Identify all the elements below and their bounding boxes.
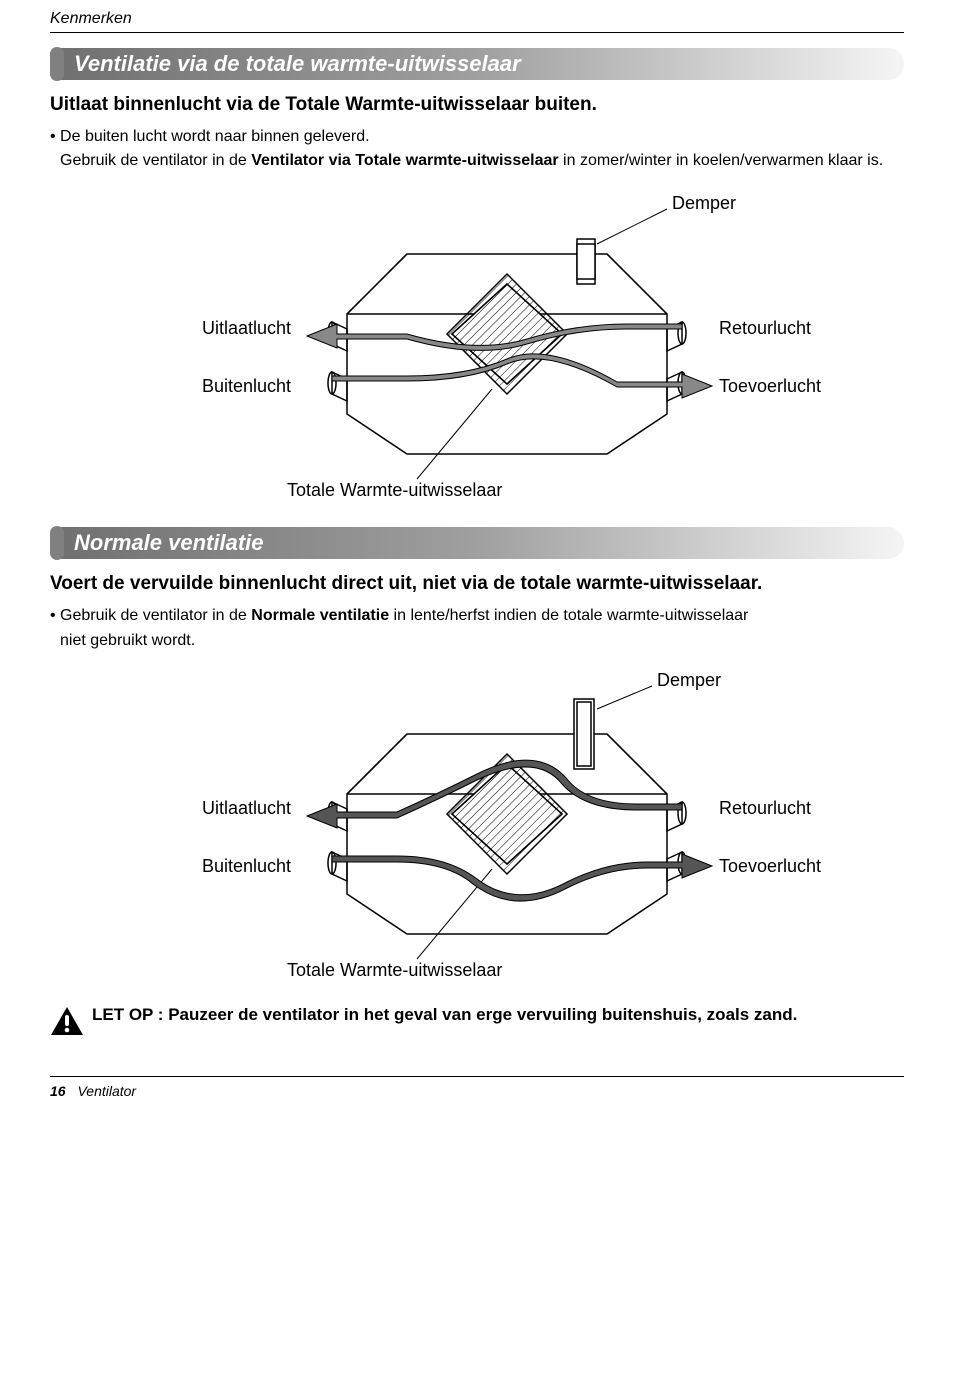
d2-outdoor-label: Buitenlucht xyxy=(202,856,291,876)
diagram2-wrap: Demper Totale Warmte-uitwisselaar Uitlaa… xyxy=(50,664,904,984)
section1-subheading: Uitlaat binnenlucht via de Totale Warmte… xyxy=(50,93,904,118)
section2-banner: Normale ventilatie xyxy=(50,524,904,562)
diagram2-svg: Demper Totale Warmte-uitwisselaar Uitlaa… xyxy=(107,664,847,984)
d2-supply-label: Toevoerlucht xyxy=(719,856,821,876)
page-footer: 16 Ventilator xyxy=(50,1076,904,1099)
s1-l2-bold: Ventilator via Totale warmte-uitwisselaa… xyxy=(251,152,558,169)
d1-outdoor-label: Buitenlucht xyxy=(202,376,291,396)
s2-bold: Normale ventilatie xyxy=(251,607,389,624)
d2-exhaust-label: Uitlaatlucht xyxy=(202,798,291,818)
d1-damper-label: Demper xyxy=(672,193,736,213)
section2-title: Normale ventilatie xyxy=(74,530,264,556)
d2-return-label: Retourlucht xyxy=(719,798,811,818)
diagram1-wrap: Demper Totale Warmte-uitwisselaar Uitlaa… xyxy=(50,184,904,504)
banner-bullet-icon xyxy=(50,47,64,81)
section1-bullet-line2: Gebruik de ventilator in de Ventilator v… xyxy=(60,150,904,172)
section2-bullet-line2: niet gebruikt wordt. xyxy=(60,630,904,652)
s2-pre: • Gebruik de ventilator in de xyxy=(50,607,251,624)
s1-l2-post: in zomer/winter in koelen/verwarmen klaa… xyxy=(559,152,884,169)
banner-bar: Normale ventilatie xyxy=(58,527,904,559)
section2-bullet: • Gebruik de ventilator in de Normale ve… xyxy=(50,605,904,627)
section2-subheading: Voert de vervuilde binnenlucht direct ui… xyxy=(50,572,904,597)
diagram1-svg: Demper Totale Warmte-uitwisselaar Uitlaa… xyxy=(107,184,847,504)
page-header: Kenmerken xyxy=(50,10,904,33)
product-name: Ventilator xyxy=(77,1083,136,1099)
warning-triangle-icon xyxy=(50,1006,84,1036)
d1-return-label: Retourlucht xyxy=(719,318,811,338)
d1-exhaust-label: Uitlaatlucht xyxy=(202,318,291,338)
section1-banner: Ventilatie via de totale warmte-uitwisse… xyxy=(50,45,904,83)
page-number: 16 xyxy=(50,1083,66,1099)
warning-row: LET OP : Pauzeer de ventilator in het ge… xyxy=(50,1004,904,1036)
s1-l2-pre: Gebruik de ventilator in de xyxy=(60,152,251,169)
section1-title: Ventilatie via de totale warmte-uitwisse… xyxy=(74,51,521,77)
d1-exchanger-label: Totale Warmte-uitwisselaar xyxy=(287,480,502,500)
d2-exchanger-label: Totale Warmte-uitwisselaar xyxy=(287,960,502,980)
banner-bar: Ventilatie via de totale warmte-uitwisse… xyxy=(58,48,904,80)
section1-bullet: • De buiten lucht wordt naar binnen gele… xyxy=(50,126,904,148)
d2-damper-label: Demper xyxy=(657,670,721,690)
d1-supply-label: Toevoerlucht xyxy=(719,376,821,396)
warning-text: LET OP : Pauzeer de ventilator in het ge… xyxy=(92,1004,797,1026)
banner-bullet-icon xyxy=(50,526,64,560)
s2-post: in lente/herfst indien de totale warmte-… xyxy=(389,607,748,624)
